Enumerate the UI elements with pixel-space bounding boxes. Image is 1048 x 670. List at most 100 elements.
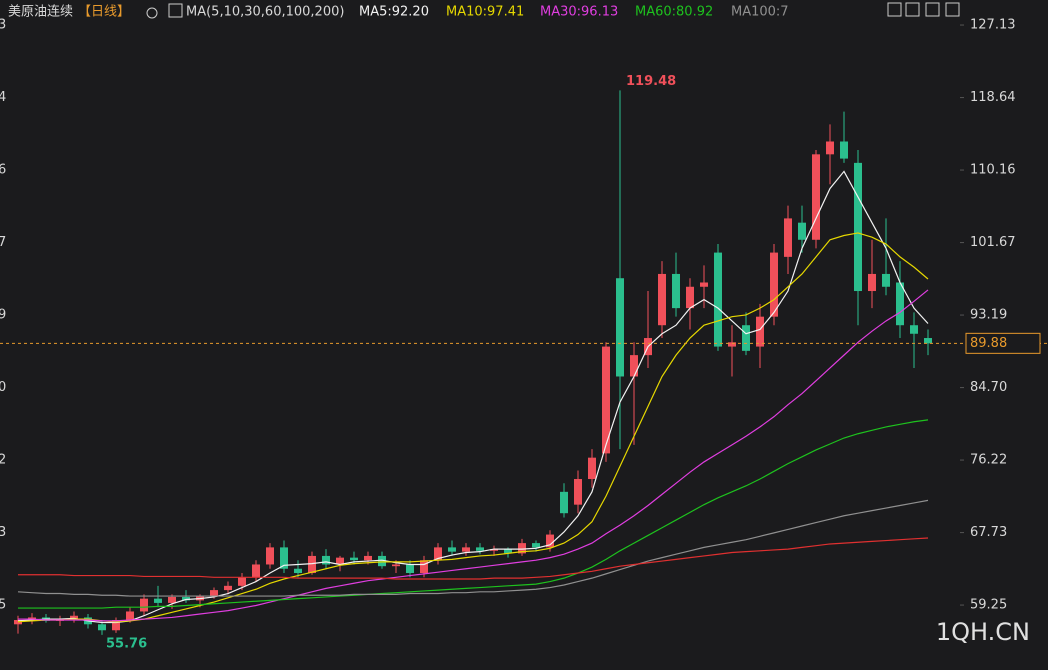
candle-body: [112, 620, 120, 631]
candle-body: [854, 162, 862, 292]
indicator-icon[interactable]: [168, 3, 183, 18]
left-tick-label: 3: [0, 18, 6, 33]
candle-body: [546, 534, 554, 548]
left-tick-label: 9: [0, 308, 6, 323]
candle-body: [490, 549, 498, 551]
left-tick-label: 3: [0, 525, 6, 540]
min-label: 55.76: [106, 636, 147, 651]
candle-body: [322, 555, 330, 565]
last-price-box: [965, 332, 1041, 354]
legend-entry: MA100:7: [731, 5, 789, 20]
candle-body: [462, 547, 470, 552]
y-tick-label: 93.19: [970, 308, 1007, 323]
candle-body: [602, 346, 610, 454]
candle-body: [742, 325, 750, 351]
candle-body: [574, 479, 582, 505]
y-tick-label: 101.67: [970, 235, 1016, 250]
candle-body: [434, 547, 442, 561]
ma-label: MA(5,10,30,60,100,200): [186, 5, 344, 20]
candle-body: [238, 577, 246, 586]
candle-body: [714, 252, 722, 347]
candle-body: [630, 355, 638, 377]
tool-icon[interactable]: [925, 2, 940, 17]
max-label: 119.48: [626, 74, 676, 89]
left-tick-label: 5: [0, 598, 6, 613]
candle-body: [756, 316, 764, 347]
y-tick-label: 84.70: [970, 380, 1007, 395]
y-tick-label: 127.13: [970, 18, 1016, 33]
candle-body: [840, 141, 848, 159]
candle-body: [168, 596, 176, 603]
candle-body: [658, 273, 666, 326]
ma-line: [18, 419, 929, 609]
left-tick-label: 4: [0, 90, 6, 105]
candle-body: [182, 596, 190, 601]
candle-body: [126, 611, 134, 621]
tool-icon[interactable]: [945, 2, 960, 17]
candle-body: [812, 154, 820, 240]
left-tick-label: 2: [0, 453, 6, 468]
candle-body: [140, 598, 148, 612]
candle-body: [252, 564, 260, 578]
candle-body: [14, 620, 22, 625]
candle-body: [336, 557, 344, 565]
candle-body: [210, 590, 218, 597]
candle-body: [560, 491, 568, 514]
candle-body: [406, 564, 414, 574]
legend-entry: MA60:80.92: [635, 5, 713, 20]
candle-body: [896, 282, 904, 326]
candle-body: [504, 549, 512, 554]
candle-body: [770, 252, 778, 317]
ma-line: [18, 537, 929, 580]
candle-body: [294, 568, 302, 574]
candle-body: [476, 547, 484, 551]
legend-entry: MA10:97.41: [446, 5, 524, 20]
legend-entry: MA5:92.20: [359, 5, 429, 20]
candle-body: [924, 338, 932, 344]
candle-body: [280, 547, 288, 569]
candle-body: [700, 282, 708, 287]
y-tick-label: 118.64: [970, 90, 1016, 105]
candle-body: [364, 555, 372, 561]
y-tick-label: 67.73: [970, 525, 1007, 540]
last-price-label: 89.88: [970, 336, 1007, 351]
ma-line: [17, 499, 929, 597]
tool-icon[interactable]: [905, 2, 920, 17]
candle-body: [616, 278, 624, 377]
candle-body: [350, 557, 358, 561]
ma-line: [18, 289, 929, 622]
y-tick-label: 110.16: [970, 163, 1016, 178]
period[interactable]: 【日线】: [78, 5, 130, 20]
candle-body: [826, 141, 834, 155]
candle-body: [392, 564, 400, 567]
candle-body: [448, 547, 456, 552]
candle-body: [518, 543, 526, 554]
watermark: 1QH.CN: [936, 618, 1030, 646]
left-tick-label: 6: [0, 163, 6, 178]
candle-body: [378, 555, 386, 567]
candle-body: [588, 457, 596, 480]
candle-body: [70, 615, 78, 620]
candle-body: [308, 555, 316, 574]
y-tick-label: 59.25: [970, 598, 1007, 613]
tool-icon[interactable]: [887, 2, 902, 17]
candle-body: [784, 218, 792, 257]
legend-entry: MA30:96.13: [540, 5, 618, 20]
add-icon[interactable]: [146, 7, 158, 19]
candle-body: [420, 560, 428, 574]
candle-body: [532, 543, 540, 548]
candle-body: [672, 273, 680, 309]
left-tick-label: 7: [0, 235, 6, 250]
chart-title: 美原油连续: [8, 4, 73, 20]
candle-body: [868, 273, 876, 292]
candle-body: [154, 598, 162, 603]
left-tick-label: 0: [0, 380, 6, 395]
candle-body: [686, 286, 694, 309]
ma-line: [17, 232, 929, 623]
candle-body: [224, 585, 232, 591]
y-tick-label: 76.22: [970, 453, 1007, 468]
candle-body: [910, 325, 918, 334]
